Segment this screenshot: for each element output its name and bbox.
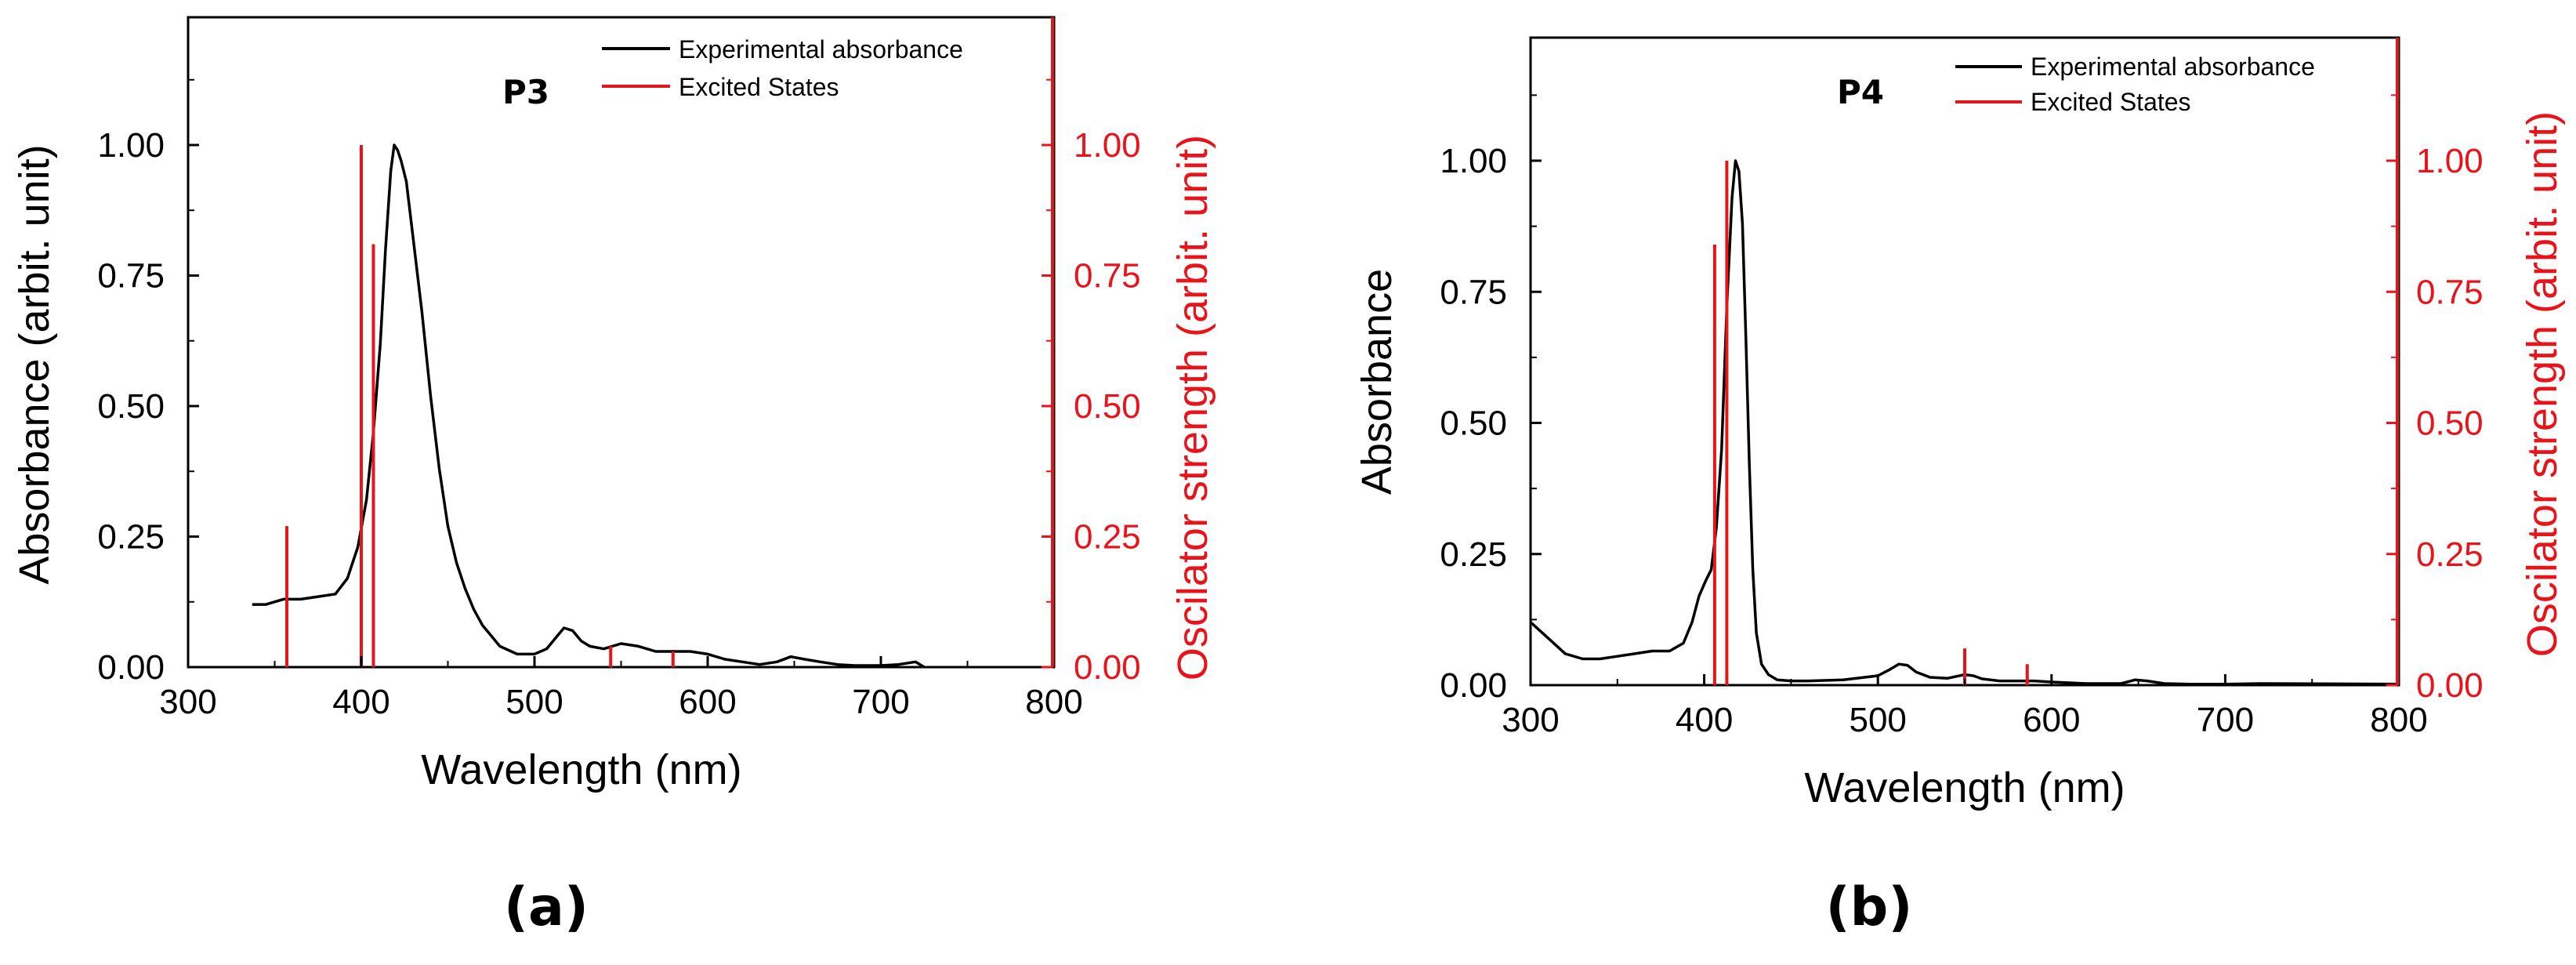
panel-a-plot-frame xyxy=(187,16,1056,669)
y-tick-label: 0.25 xyxy=(97,518,165,557)
panel-b-caption: (b) xyxy=(1826,876,1913,938)
panel-a-tag: P3 xyxy=(502,73,549,111)
y-tick-label: 1.00 xyxy=(1440,142,1507,180)
panel-a-legend-label-es: Excited States xyxy=(679,73,839,101)
panel-b-y-axis-title: Absorbance xyxy=(1353,269,1400,495)
y-tick-label: 0.50 xyxy=(97,387,165,426)
x-tick-label: 300 xyxy=(159,683,216,721)
x-tick-label: 700 xyxy=(852,683,909,721)
panel-a-y-ticks: 0.00 0.25 0.50 0.75 1.00 xyxy=(97,78,199,687)
y-tick-label: 1.00 xyxy=(97,126,165,165)
y2-tick-label: 0.75 xyxy=(1074,257,1141,296)
y-tick-label: 0.25 xyxy=(1440,535,1507,574)
panel-b: 300 400 500 600 700 800 0.000.250.500.751.00 … xyxy=(1353,36,2566,938)
x-tick-label: 600 xyxy=(2023,701,2080,739)
y2-tick-label: 0.25 xyxy=(2416,535,2484,574)
panel-a-legend-label-abs: Experimental absorbance xyxy=(679,35,963,63)
x-tick-label: 300 xyxy=(1502,701,1559,739)
panel-b-legend: Experimental absorbance Excited States xyxy=(1955,53,2315,116)
y-tick-label: 0.75 xyxy=(97,257,165,296)
x-tick-label: 700 xyxy=(2197,701,2254,739)
y2-tick-label: 0.25 xyxy=(1074,518,1141,557)
y-tick-label: 0.00 xyxy=(1440,666,1507,705)
panel-b-plot-frame xyxy=(1529,36,2400,687)
y2-tick-label: 0.75 xyxy=(2416,273,2484,311)
panel-b-legend-label-es: Excited States xyxy=(2031,88,2191,116)
y-tick-label: 0.75 xyxy=(1440,273,1507,311)
x-tick-label: 400 xyxy=(332,683,389,721)
x-tick-label: 500 xyxy=(1849,701,1906,739)
x-tick-label: 500 xyxy=(505,683,563,721)
y2-tick-label: 0.00 xyxy=(2416,666,2484,705)
panel-a-x-axis-title: Wavelength (nm) xyxy=(421,746,741,793)
panel-b-y2-axis-title: Oscilator strength (arbit. unit) xyxy=(2519,111,2566,657)
panel-b-y2-ticks: 0.00 0.25 0.50 0.75 1.00 xyxy=(2386,38,2484,705)
x-tick-label: 800 xyxy=(1025,683,1082,721)
y-tick-label: 0.00 xyxy=(97,648,165,687)
panel-a-caption: (a) xyxy=(504,876,589,938)
panel-a-y2-ticks: 0.00 0.25 0.50 0.75 1.00 xyxy=(1042,17,1141,687)
y2-tick-label: 0.50 xyxy=(1074,387,1141,426)
panel-a-legend: Experimental absorbance Excited States xyxy=(602,35,963,101)
panel-a-y2-axis-title: Oscilator strength (arbit. unit) xyxy=(1169,135,1216,680)
panel-a-absorbance-line xyxy=(252,143,926,669)
panel-b-legend-label-abs: Experimental absorbance xyxy=(2031,53,2315,81)
panel-b-absorbance-line xyxy=(1529,159,2400,686)
y2-tick-label: 0.00 xyxy=(1074,648,1141,687)
panel-b-y-ticks: 0.00 0.25 0.50 0.75 1.00 xyxy=(1440,94,1542,705)
panel-a: 300 400 500 600 700 800 0.000.250.500.751.00 … xyxy=(11,16,1216,938)
y2-tick-label: 1.00 xyxy=(2416,142,2484,180)
y-tick-label: 0.50 xyxy=(1440,405,1507,443)
panel-a-x-ticks: 300 400 500 600 700 800 xyxy=(159,656,1083,721)
panel-b-tag: P4 xyxy=(1837,73,1884,111)
x-tick-label: 400 xyxy=(1676,701,1733,739)
y2-tick-label: 1.00 xyxy=(1074,126,1141,165)
x-tick-label: 800 xyxy=(2370,701,2427,739)
x-tick-label: 600 xyxy=(679,683,736,721)
panel-b-excited-state-sticks xyxy=(1712,161,2029,685)
panel-a-y-axis-title: Absorbance (arbit. unit) xyxy=(11,144,58,584)
panel-b-x-axis-title: Wavelength (nm) xyxy=(1804,764,2125,811)
y2-tick-label: 0.50 xyxy=(2416,405,2484,443)
panel-a-excited-state-sticks xyxy=(284,145,675,667)
panel-b-x-ticks: 300 400 500 600 700 800 xyxy=(1502,674,2428,739)
